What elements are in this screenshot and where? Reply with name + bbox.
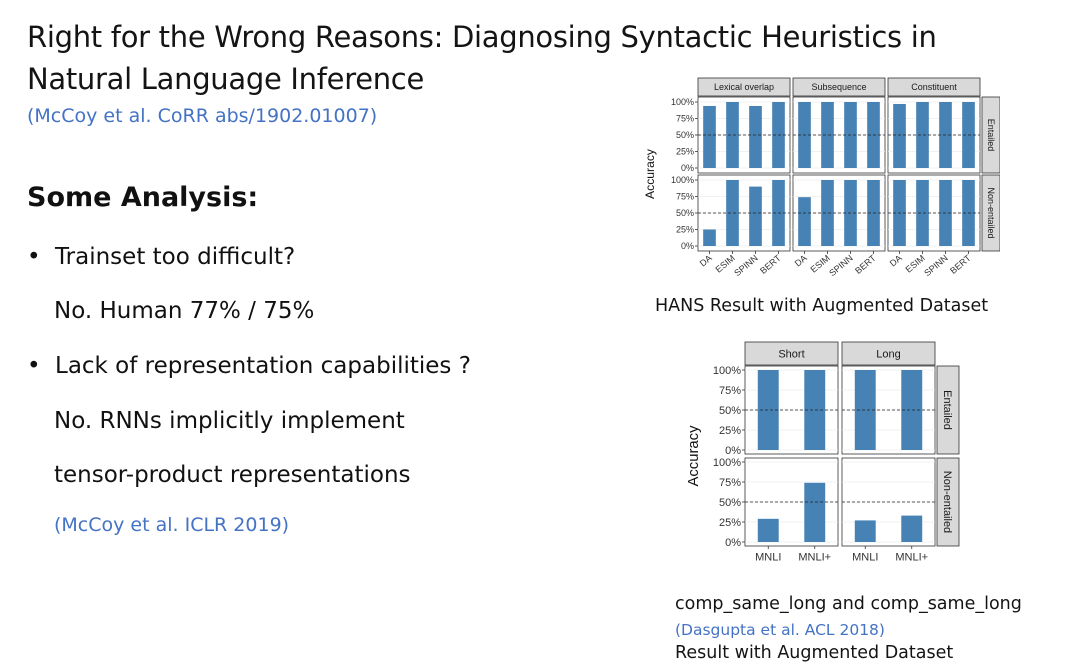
bar-esim [821, 180, 834, 246]
facet-row-label: Non-entailed [941, 471, 953, 533]
facet-strip-label: Short [778, 348, 804, 360]
bar-spinn [749, 186, 762, 246]
caption-citation: (Dasgupta et al. ACL 2018) [675, 621, 885, 639]
bar-mnli [854, 370, 876, 450]
y-axis-title: Accuracy [686, 425, 702, 487]
x-tick-label: BERT [758, 253, 783, 276]
bar-mnli- [804, 370, 826, 450]
x-tick-label: MNLI [755, 552, 781, 564]
x-tick-label: SPINN [827, 253, 855, 278]
slide-title-line-1: Right for the Wrong Reasons: Diagnosing … [27, 20, 937, 54]
bar-esim [726, 180, 739, 246]
bullet-dot-icon: • [27, 353, 41, 379]
y-tick-label: 75% [719, 477, 741, 489]
facet-row-strip-entailed [981, 96, 1000, 174]
facet-strip-subsequence [792, 77, 886, 97]
bullet-2-answer-line-1: No. RNNs implicitly implement [54, 408, 405, 434]
facet-strip-lexical-overlap [697, 77, 791, 97]
x-tick-label: MNLI+ [798, 552, 831, 564]
y-tick-label: 0% [725, 537, 741, 549]
y-tick-label: 25% [676, 225, 694, 235]
y-tick-label: 100% [671, 175, 694, 185]
caption-comp-same-long: comp_same_long and comp_same_long [675, 594, 1022, 614]
bar-mnli- [901, 370, 923, 450]
y-tick-label: 50% [719, 405, 741, 417]
section-heading: Some Analysis: [27, 182, 259, 213]
y-tick-label: 75% [676, 114, 694, 124]
bar-da [798, 197, 811, 246]
y-tick-label: 50% [676, 208, 694, 218]
y-tick-label: 100% [671, 97, 694, 107]
bar-da [893, 103, 906, 168]
facet-row-label: Non-entailed [986, 187, 996, 238]
facet-strip-long [841, 341, 936, 366]
bullet-2-text: Lack of representation capabilities ? [55, 353, 471, 379]
x-tick-label: BERT [853, 253, 878, 276]
bullet-1: • Trainset too difficult? [27, 244, 295, 270]
y-tick-label: 25% [719, 517, 741, 529]
bar-mnli [757, 370, 779, 450]
bar-mnli [757, 518, 779, 542]
caption-result: Result with Augmented Dataset [675, 643, 954, 663]
bullet-2-answer-line-2: tensor-product representations [54, 462, 411, 488]
x-tick-label: SPINN [732, 253, 760, 278]
bar-esim [821, 102, 834, 168]
y-tick-label: 50% [676, 130, 694, 140]
bullet-1-answer: No. Human 77% / 75% [54, 298, 315, 324]
slide-title-line-2: Natural Language Inference [27, 62, 424, 96]
y-axis-title: Accuracy [643, 148, 657, 199]
y-tick-label: 0% [681, 163, 694, 173]
x-tick-label: MNLI [852, 552, 878, 564]
y-tick-label: 75% [719, 385, 741, 397]
bar-mnli- [804, 482, 826, 542]
y-tick-label: 0% [681, 241, 694, 251]
y-tick-label: 50% [719, 497, 741, 509]
bullet-dot-icon: • [27, 244, 41, 270]
facet-strip-constituent [887, 77, 981, 97]
facet-strip-short [744, 341, 839, 366]
x-tick-label: BERT [948, 253, 973, 276]
bullet-2: • Lack of representation capabilities ? [27, 353, 471, 379]
short-long-accuracy-chart: Short Long Entailed 0% 25% 50% 75% 100% Non-enta… [686, 341, 960, 564]
facet-strip-label: Long [876, 348, 900, 360]
x-tick-label: DA [698, 253, 714, 269]
y-tick-label: 100% [713, 457, 741, 469]
bar-esim [726, 102, 739, 168]
bullet-1-text: Trainset too difficult? [55, 244, 296, 270]
x-tick-label: MNLI+ [895, 552, 928, 564]
x-tick-label: DA [793, 253, 809, 269]
facet-row-label: Entailed [941, 390, 953, 430]
bar-mnli- [901, 515, 923, 542]
caption-hans: HANS Result with Augmented Dataset [655, 296, 989, 316]
bar-da [703, 105, 716, 168]
bar-da [703, 229, 716, 246]
facet-row-strip-entailed [936, 365, 960, 455]
title-citation: (McCoy et al. CoRR abs/1902.01007) [27, 105, 378, 127]
facet-row-label: Entailed [986, 119, 996, 152]
y-tick-label: 0% [725, 445, 741, 457]
facet-strip-label: Constituent [911, 82, 957, 92]
y-tick-label: 100% [713, 365, 741, 377]
y-tick-label: 25% [676, 147, 694, 157]
bar-esim [916, 102, 929, 168]
hans-accuracy-chart: Lexical overlap Subsequence Constituent Ent… [643, 77, 1000, 278]
facet-strip-label: Subsequence [811, 82, 866, 92]
x-tick-label: DA [888, 253, 904, 269]
bullet-2-citation: (McCoy et al. ICLR 2019) [54, 514, 290, 536]
bar-esim [916, 180, 929, 246]
y-tick-label: 25% [719, 425, 741, 437]
facet-strip-label: Lexical overlap [714, 82, 774, 92]
facet-row-strip-non-entailed [936, 457, 960, 547]
bar-mnli [854, 520, 876, 542]
x-tick-label: SPINN [922, 253, 950, 278]
y-tick-label: 75% [676, 192, 694, 202]
bar-spinn [749, 105, 762, 168]
facet-row-strip-non-entailed [981, 174, 1000, 252]
